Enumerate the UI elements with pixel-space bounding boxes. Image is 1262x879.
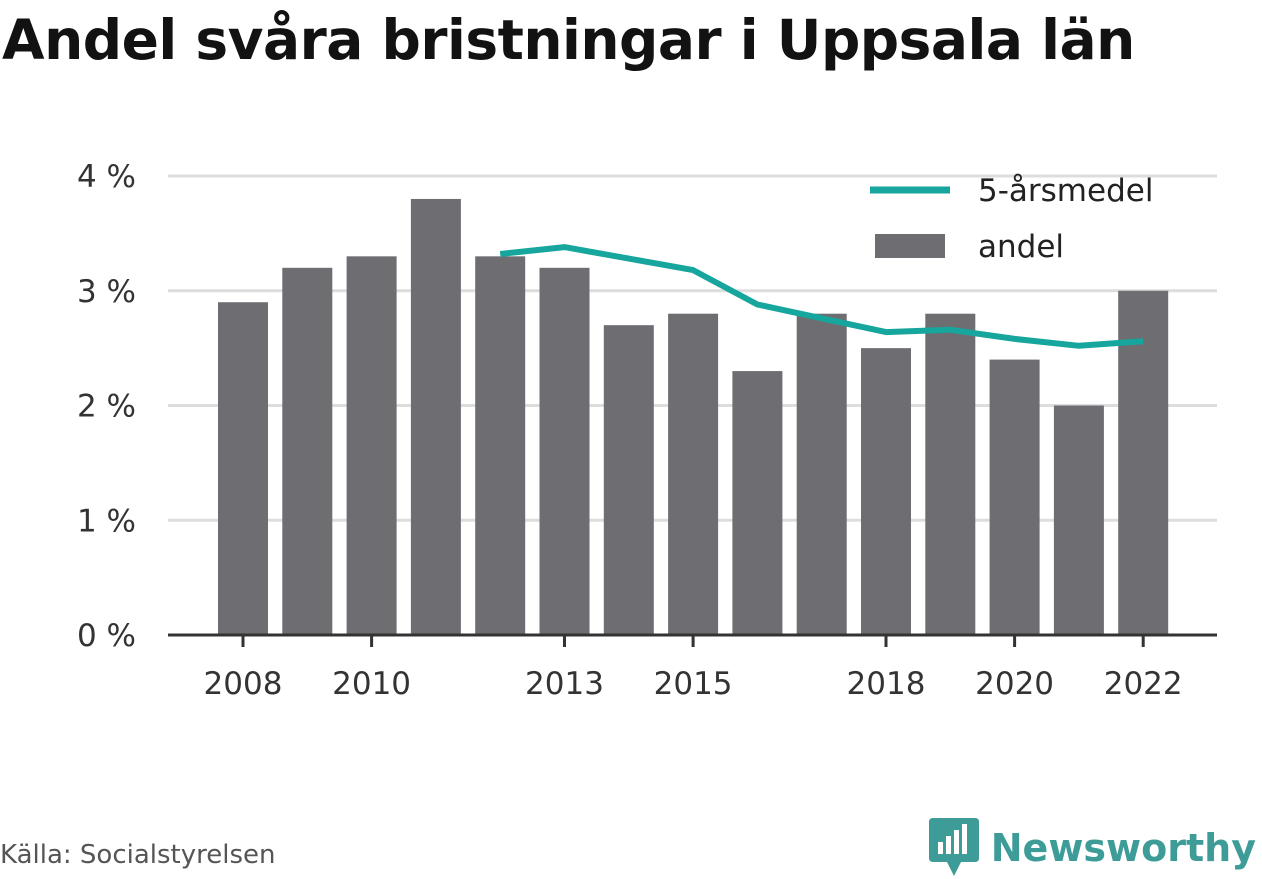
bar-2013 (539, 267, 590, 635)
axes: 0 % 1 % 2 % 3 % 4 % 2008 2010 2013 2015 2018 2020 2… (77, 159, 1217, 702)
x-tick-label: 2008 (204, 666, 283, 702)
bar-2017 (796, 313, 847, 635)
y-tick-label: 1 % (77, 503, 136, 539)
legend-label: 5-årsmedel (978, 173, 1153, 209)
legend-bar-swatch (875, 234, 945, 258)
newsworthy-logo-icon (928, 818, 979, 876)
bar-2010 (346, 256, 397, 635)
bar-2011 (410, 198, 461, 635)
bar-2016 (732, 371, 783, 635)
bar-2022 (1118, 290, 1169, 635)
legend-label: andel (978, 229, 1064, 265)
y-tick-label: 3 % (77, 274, 136, 310)
line-5-arsmedel (499, 244, 1144, 349)
x-tick-label: 2018 (847, 666, 926, 702)
y-tick-label: 4 % (77, 159, 136, 195)
bar-2008 (218, 302, 268, 635)
x-tick-label: 2010 (332, 666, 411, 702)
bar-2018 (861, 348, 911, 635)
brand-logo: Newsworthy (928, 818, 1256, 878)
bar-2014 (603, 325, 654, 635)
bar-2012 (475, 256, 526, 635)
bar-2020 (989, 359, 1040, 635)
line-series (499, 244, 1144, 349)
bar-series (218, 198, 1169, 635)
bar-2021 (1053, 405, 1104, 635)
x-tick-label: 2013 (525, 666, 604, 702)
bar-2019 (925, 313, 976, 635)
chart-title: Andel svåra bristningar i Uppsala län (2, 8, 1135, 72)
y-tick-label: 2 % (77, 389, 136, 425)
chart-area: 0 % 1 % 2 % 3 % 4 % 2008 2010 2013 2015 2018 2020 2… (77, 159, 1217, 702)
source-note: Källa: Socialstyrelsen (0, 840, 276, 870)
x-tick-label: 2020 (975, 666, 1054, 702)
x-tick-label: 2022 (1104, 666, 1183, 702)
legend: 5-årsmedel andel (870, 173, 1153, 265)
y-tick-label: 0 % (77, 618, 136, 654)
bar-2015 (668, 313, 719, 635)
x-tick-label: 2015 (654, 666, 733, 702)
bar-2009 (282, 267, 333, 635)
brand-name: Newsworthy (990, 826, 1256, 870)
